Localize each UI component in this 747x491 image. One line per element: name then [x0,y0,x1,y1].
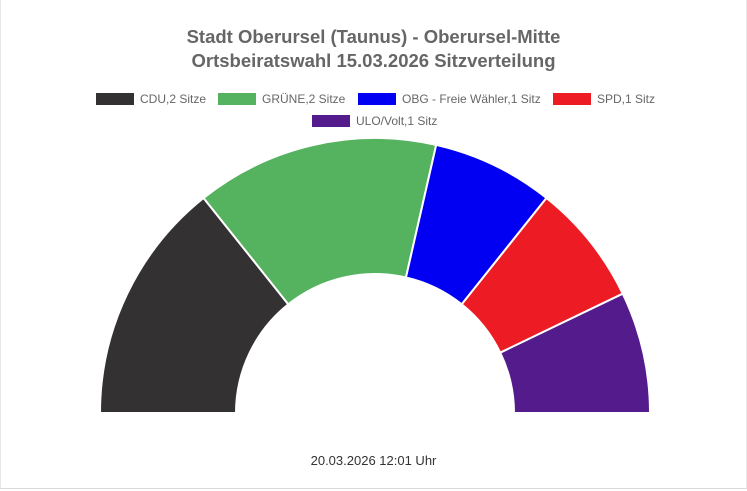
chart-title: Stadt Oberursel (Taunus) - Oberursel-Mit… [186,26,561,47]
legend-swatch-cdu [96,93,134,105]
legend-item-gruene[interactable]: GRÜNE,2 Sitze [218,92,345,106]
seat-segment-ulo[interactable] [499,292,651,414]
legend-swatch-obg [358,93,396,105]
legend-label-ulo: ULO/Volt,1 Sitz [356,114,438,128]
legend-label-obg: OBG - Freie Wähler,1 Sitz [402,92,541,106]
legend-label-cdu: CDU,2 Sitze [140,92,207,106]
legend-label-spd: SPD,1 Sitz [597,92,656,106]
legend-item-obg[interactable]: OBG - Freie Wähler,1 Sitz [358,92,541,106]
legend-swatch-ulo [312,115,350,127]
legend-item-spd[interactable]: SPD,1 Sitz [553,92,655,106]
legend-swatch-spd [553,93,591,105]
legend-item-ulo[interactable]: ULO/Volt,1 Sitz [312,114,437,128]
legend-label-gruene: GRÜNE,2 Sitze [262,92,346,106]
seat-segment-gruene[interactable] [202,137,438,306]
footer-timestamp: 20.03.2026 12:01 Uhr [310,453,437,468]
legend-swatch-gruene [218,93,256,105]
seat-segment-cdu[interactable] [99,196,290,414]
legend-item-cdu[interactable]: CDU,2 Sitze [96,92,206,106]
chart-subtitle: Ortsbeiratswahl 15.03.2026 Sitzverteilun… [191,50,556,71]
